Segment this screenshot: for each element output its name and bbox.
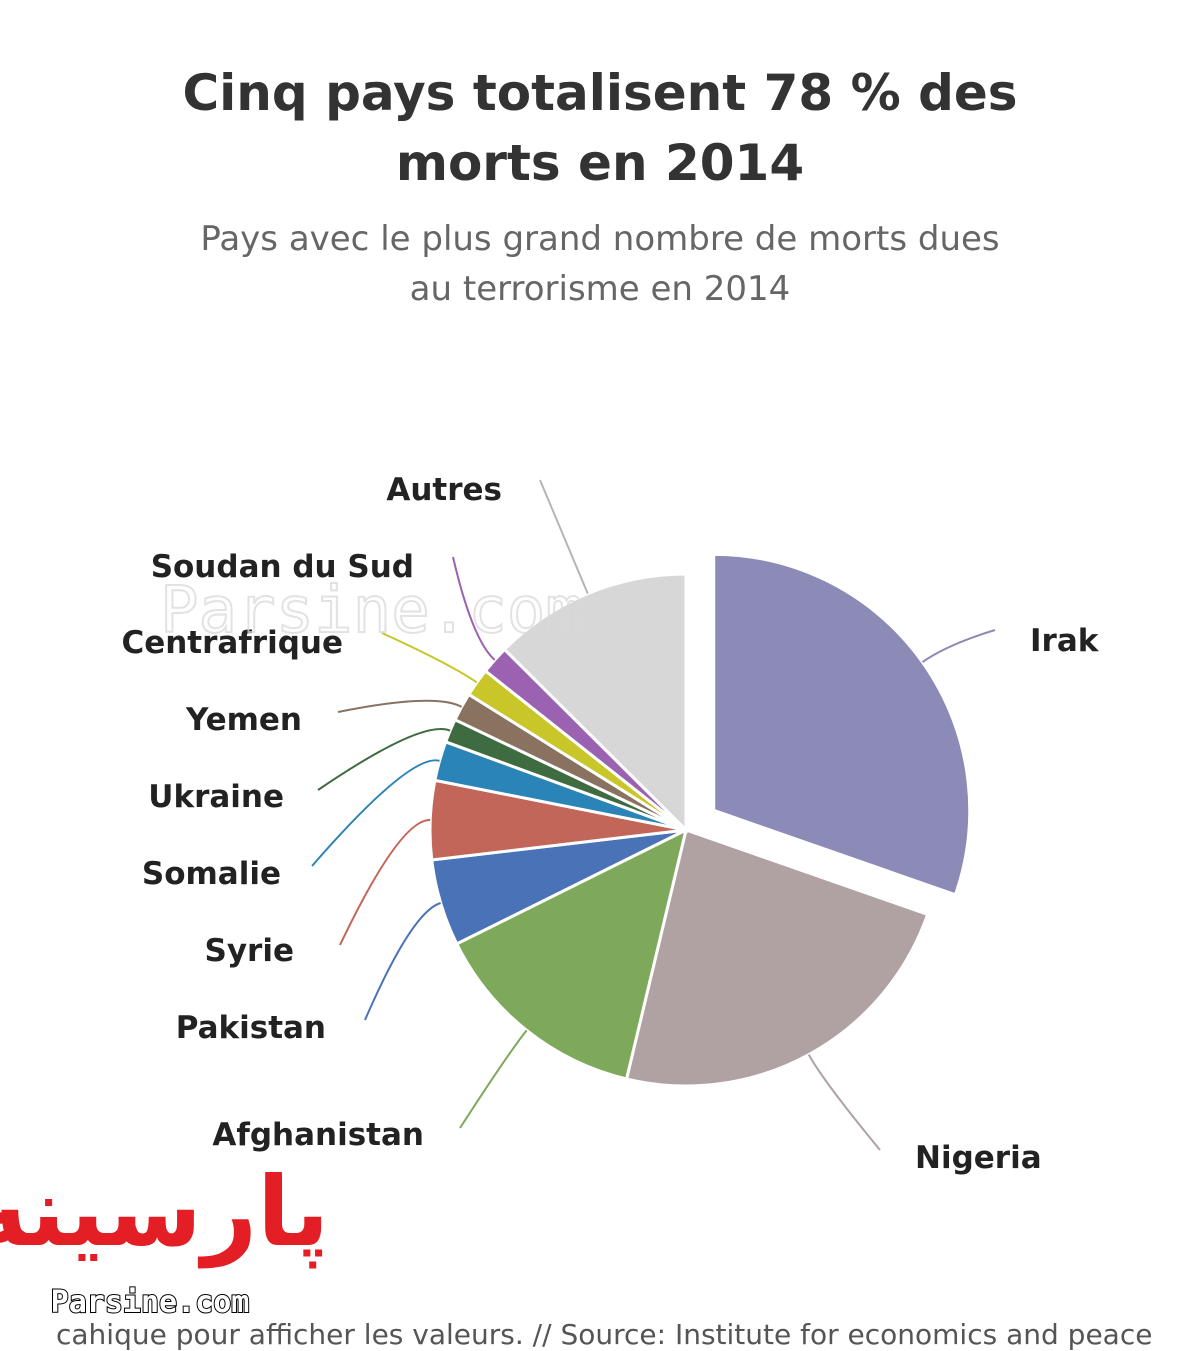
slice-label-ukraine: Ukraine bbox=[148, 779, 284, 815]
chart-subtitle-line1: Pays avec le plus grand nombre de morts … bbox=[200, 219, 1000, 259]
connector-yemen bbox=[337, 699, 463, 713]
brand-logo: پارسینه Parsine.com bbox=[0, 1156, 329, 1321]
chart-title: Cinq pays totalisent 78 % des morts en 2… bbox=[0, 58, 1200, 198]
pie-slice-autres[interactable] bbox=[502, 572, 688, 834]
connector-somalie bbox=[311, 759, 440, 867]
slice-label-pakistan: Pakistan bbox=[176, 1010, 326, 1046]
connector-autres bbox=[539, 479, 589, 594]
pie-slice-nigeria[interactable] bbox=[624, 828, 930, 1088]
chart-title-line2: morts en 2014 bbox=[395, 134, 805, 192]
slice-label-irak: Irak bbox=[1030, 623, 1100, 659]
chart-subtitle: Pays avec le plus grand nombre de morts … bbox=[0, 214, 1200, 314]
pie-slice-irak[interactable] bbox=[712, 552, 972, 897]
connector-centrafrique bbox=[381, 632, 478, 684]
connector-soudan-du-sud bbox=[452, 556, 496, 661]
slice-label-soudan-du-sud: Soudan du Sud bbox=[151, 549, 414, 585]
slice-label-somalie: Somalie bbox=[142, 856, 281, 892]
brand-logo-arabic: پارسینه bbox=[0, 1156, 329, 1269]
slice-label-autres: Autres bbox=[386, 472, 502, 508]
connector-ukraine bbox=[317, 728, 451, 791]
slice-label-nigeria: Nigeria bbox=[915, 1140, 1042, 1176]
slice-label-yemen: Yemen bbox=[185, 702, 302, 738]
slice-label-afghanistan: Afghanistan bbox=[212, 1117, 424, 1153]
label-connectors bbox=[311, 479, 996, 1151]
connector-syrie bbox=[339, 818, 431, 946]
connector-irak bbox=[921, 629, 996, 663]
slice-labels: Irak Nigeria Afghanistan Pakistan Syrie Somal… bbox=[121, 472, 1099, 1176]
chart-footer-source: cahique pour afficher les valeurs. // So… bbox=[56, 1318, 1153, 1351]
slice-label-centrafrique: Centrafrique bbox=[121, 625, 343, 661]
connector-pakistan bbox=[364, 902, 441, 1021]
watermark-overlay: Parsine.com bbox=[160, 574, 584, 648]
connector-afghanistan bbox=[459, 1029, 528, 1129]
chart-subtitle-line2: au terrorisme en 2014 bbox=[409, 269, 791, 309]
slice-label-syrie: Syrie bbox=[205, 933, 294, 969]
connector-nigeria bbox=[807, 1054, 881, 1151]
pie-slices bbox=[428, 552, 972, 1088]
pie-slice-afghanistan[interactable] bbox=[454, 827, 689, 1081]
chart-title-line1: Cinq pays totalisent 78 % des bbox=[182, 64, 1018, 122]
brand-logo-latin: Parsine.com bbox=[51, 1285, 250, 1320]
